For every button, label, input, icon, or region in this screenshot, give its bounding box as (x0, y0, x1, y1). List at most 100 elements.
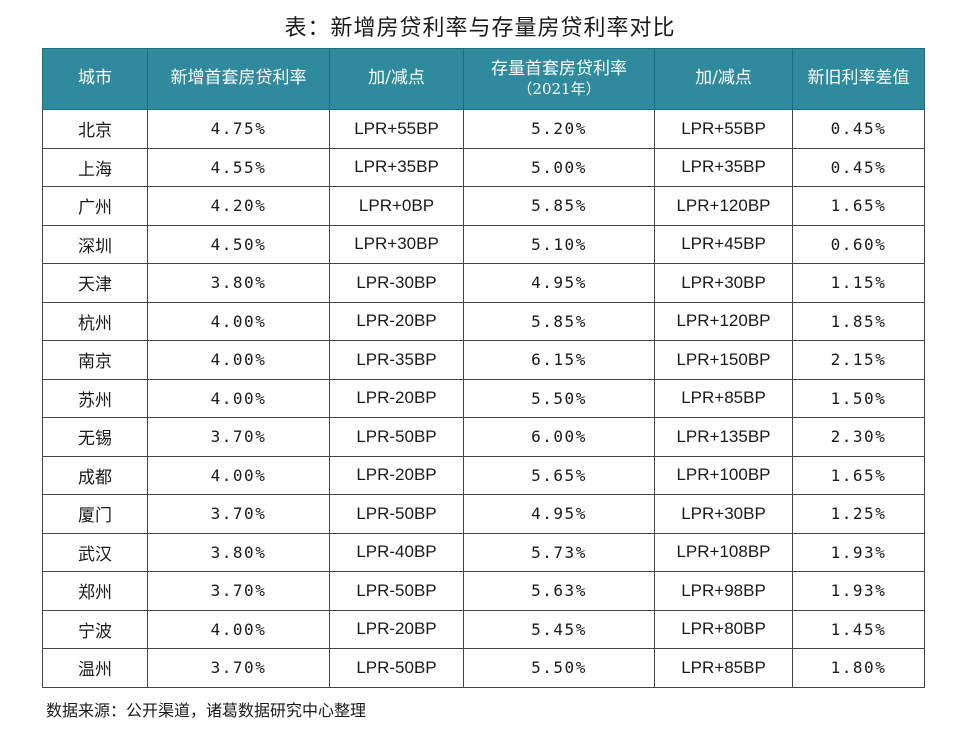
cell-rate-difference: 1.93% (792, 532, 925, 572)
cell-new-rate: 4.00% (147, 609, 330, 649)
cell-city: 武汉 (42, 532, 148, 572)
cell-stock-adjustment: LPR+150BP (654, 340, 793, 380)
cell-stock-rate: 5.85% (463, 186, 655, 226)
table-row: 深圳 4.50% LPR+30BP 5.10% LPR+45BP 0.60% (42, 224, 925, 264)
table-row: 苏州 4.00% LPR-20BP 5.50% LPR+85BP 1.50% (42, 378, 925, 418)
cell-stock-adjustment: LPR+30BP (654, 494, 793, 534)
table-row: 无锡 3.70% LPR-50BP 6.00% LPR+135BP 2.30% (42, 417, 925, 457)
table-row: 厦门 3.70% LPR-50BP 4.95% LPR+30BP 1.25% (42, 494, 925, 534)
cell-stock-adjustment: LPR+80BP (654, 609, 793, 649)
table-row: 南京 4.00% LPR-35BP 6.15% LPR+150BP 2.15% (42, 340, 925, 380)
cell-new-adjustment: LPR-20BP (329, 301, 464, 341)
cell-stock-adjustment: LPR+98BP (654, 571, 793, 611)
cell-city: 无锡 (42, 417, 148, 457)
cell-new-adjustment: LPR-50BP (329, 494, 464, 534)
cell-stock-adjustment: LPR+45BP (654, 224, 793, 264)
cell-new-rate: 4.75% (147, 109, 330, 149)
cell-rate-difference: 1.65% (792, 186, 925, 226)
cell-rate-difference: 1.15% (792, 263, 925, 303)
cell-new-adjustment: LPR-50BP (329, 571, 464, 611)
cell-new-adjustment: LPR-30BP (329, 263, 464, 303)
cell-new-adjustment: LPR-40BP (329, 532, 464, 572)
cell-stock-rate: 5.63% (463, 571, 655, 611)
cell-rate-difference: 1.85% (792, 301, 925, 341)
cell-rate-difference: 0.45% (792, 147, 925, 187)
cell-stock-adjustment: LPR+100BP (654, 455, 793, 495)
cell-stock-adjustment: LPR+35BP (654, 147, 793, 187)
cell-new-adjustment: LPR+30BP (329, 224, 464, 264)
cell-stock-adjustment: LPR+85BP (654, 648, 793, 688)
cell-city: 杭州 (42, 301, 148, 341)
table-row: 天津 3.80% LPR-30BP 4.95% LPR+30BP 1.15% (42, 263, 925, 303)
cell-new-rate: 4.50% (147, 224, 330, 264)
header-stock-rate: 存量首套房贷利率 （2021年） (463, 48, 655, 110)
cell-stock-adjustment: LPR+135BP (654, 417, 793, 457)
cell-rate-difference: 1.25% (792, 494, 925, 534)
cell-rate-difference: 2.30% (792, 417, 925, 457)
cell-stock-rate: 5.00% (463, 147, 655, 187)
table-row: 成都 4.00% LPR-20BP 5.65% LPR+100BP 1.65% (42, 455, 925, 495)
cell-new-rate: 4.00% (147, 340, 330, 380)
cell-stock-adjustment: LPR+120BP (654, 186, 793, 226)
cell-new-rate: 4.00% (147, 301, 330, 341)
table-row: 郑州 3.70% LPR-50BP 5.63% LPR+98BP 1.93% (42, 571, 925, 611)
header-stock-adjustment: 加/减点 (654, 48, 793, 110)
cell-stock-rate: 6.00% (463, 417, 655, 457)
cell-city: 上海 (42, 147, 148, 187)
cell-new-adjustment: LPR-50BP (329, 648, 464, 688)
cell-new-rate: 3.80% (147, 532, 330, 572)
cell-rate-difference: 1.93% (792, 571, 925, 611)
cell-stock-rate: 5.10% (463, 224, 655, 264)
cell-stock-rate: 5.45% (463, 609, 655, 649)
cell-city: 苏州 (42, 378, 148, 418)
cell-city: 天津 (42, 263, 148, 303)
table-row: 上海 4.55% LPR+35BP 5.00% LPR+35BP 0.45% (42, 147, 925, 187)
cell-new-adjustment: LPR-20BP (329, 609, 464, 649)
cell-new-adjustment: LPR+35BP (329, 147, 464, 187)
cell-rate-difference: 0.45% (792, 109, 925, 149)
cell-new-adjustment: LPR-20BP (329, 455, 464, 495)
cell-city: 深圳 (42, 224, 148, 264)
cell-stock-rate: 5.50% (463, 648, 655, 688)
cell-new-rate: 4.00% (147, 378, 330, 418)
header-city: 城市 (42, 48, 148, 110)
cell-city: 温州 (42, 648, 148, 688)
cell-new-rate: 3.70% (147, 417, 330, 457)
cell-new-adjustment: LPR-50BP (329, 417, 464, 457)
cell-new-adjustment: LPR+0BP (329, 186, 464, 226)
cell-new-rate: 3.70% (147, 571, 330, 611)
cell-stock-rate: 5.20% (463, 109, 655, 149)
table-title: 表：新增房贷利率与存量房贷利率对比 (284, 16, 676, 41)
header-new-adjustment: 加/减点 (329, 48, 464, 110)
rate-comparison-table-container: 城市 新增首套房贷利率 加/减点 存量首套房贷利率 （2021年） 加/减点 新… (42, 48, 925, 688)
table-row: 温州 3.70% LPR-50BP 5.50% LPR+85BP 1.80% (42, 648, 925, 688)
table-row: 北京 4.75% LPR+55BP 5.20% LPR+55BP 0.45% (42, 109, 925, 149)
cell-rate-difference: 1.65% (792, 455, 925, 495)
cell-stock-adjustment: LPR+108BP (654, 532, 793, 572)
cell-rate-difference: 0.60% (792, 224, 925, 264)
cell-new-adjustment: LPR-20BP (329, 378, 464, 418)
cell-new-rate: 4.20% (147, 186, 330, 226)
cell-new-rate: 3.70% (147, 494, 330, 534)
cell-city: 广州 (42, 186, 148, 226)
cell-stock-adjustment: LPR+55BP (654, 109, 793, 149)
rate-comparison-table: 城市 新增首套房贷利率 加/减点 存量首套房贷利率 （2021年） 加/减点 新… (42, 48, 925, 688)
cell-rate-difference: 1.80% (792, 648, 925, 688)
header-stock-rate-year: （2021年） (517, 80, 601, 99)
cell-new-adjustment: LPR+55BP (329, 109, 464, 149)
table-body: 北京 4.75% LPR+55BP 5.20% LPR+55BP 0.45% 上海 4.55%… (42, 109, 925, 688)
cell-new-adjustment: LPR-35BP (329, 340, 464, 380)
cell-city: 北京 (42, 109, 148, 149)
header-stock-rate-label: 存量首套房贷利率 (491, 59, 627, 79)
cell-stock-rate: 5.65% (463, 455, 655, 495)
cell-stock-rate: 5.73% (463, 532, 655, 572)
cell-city: 成都 (42, 455, 148, 495)
table-header: 城市 新增首套房贷利率 加/减点 存量首套房贷利率 （2021年） 加/减点 新… (42, 48, 925, 110)
cell-new-rate: 3.80% (147, 263, 330, 303)
cell-stock-rate: 4.95% (463, 494, 655, 534)
cell-rate-difference: 1.45% (792, 609, 925, 649)
table-row: 武汉 3.80% LPR-40BP 5.73% LPR+108BP 1.93% (42, 532, 925, 572)
header-new-rate: 新增首套房贷利率 (147, 48, 330, 110)
cell-city: 南京 (42, 340, 148, 380)
cell-rate-difference: 1.50% (792, 378, 925, 418)
